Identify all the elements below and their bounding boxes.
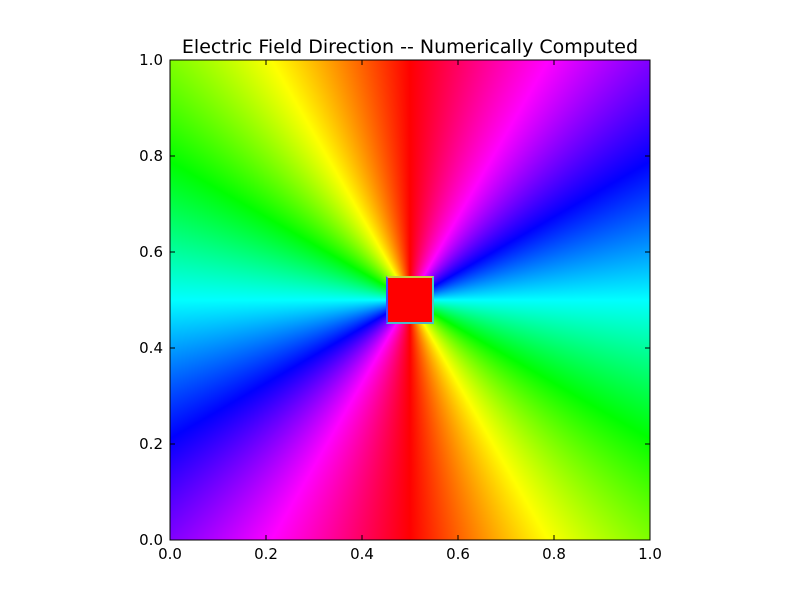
chart-title: Electric Field Direction -- Numerically … [182,36,638,58]
y-tick-labels: 0.0 0.2 0.4 0.6 0.8 1.0 [139,51,163,549]
y-tick-label: 0.6 [139,243,163,261]
x-tick-label: 0.2 [254,545,278,563]
x-tick-label: 0.6 [446,545,470,563]
x-tick-label: 1.0 [638,545,662,563]
x-tick-label: 0.0 [158,545,182,563]
y-tick-label: 0.4 [139,339,163,357]
tick-marks [169,59,651,541]
field-direction-heatmap [170,60,650,540]
y-tick-label: 1.0 [139,51,163,69]
x-tick-label: 0.8 [542,545,566,563]
y-tick-label: 0.0 [139,531,163,549]
axes-frame [169,59,651,541]
x-tick-label: 0.4 [350,545,374,563]
conductor-square [386,276,434,324]
y-tick-label: 0.2 [139,435,163,453]
x-tick-labels: 0.0 0.2 0.4 0.6 0.8 1.0 [158,545,662,563]
y-tick-label: 0.8 [139,147,163,165]
